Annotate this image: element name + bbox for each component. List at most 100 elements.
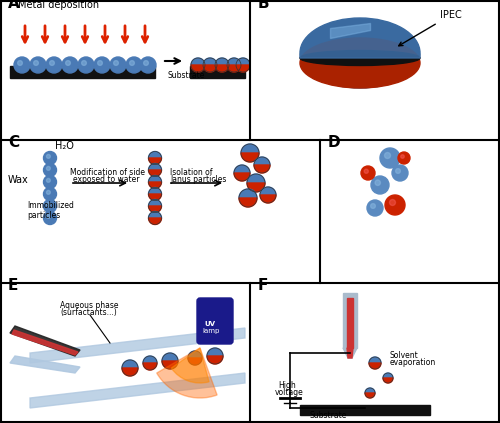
Circle shape	[62, 57, 78, 73]
Polygon shape	[247, 183, 265, 192]
Polygon shape	[148, 151, 162, 158]
Polygon shape	[343, 348, 357, 358]
Polygon shape	[260, 195, 276, 203]
Text: F: F	[258, 278, 268, 293]
Circle shape	[46, 166, 50, 170]
Circle shape	[44, 151, 57, 165]
Text: D: D	[328, 135, 340, 150]
Polygon shape	[347, 348, 353, 358]
Circle shape	[34, 60, 38, 66]
Circle shape	[140, 57, 156, 73]
Polygon shape	[10, 326, 80, 356]
Text: B: B	[258, 0, 270, 11]
Circle shape	[18, 60, 22, 66]
Ellipse shape	[300, 50, 420, 66]
Text: UV: UV	[204, 321, 215, 327]
Polygon shape	[365, 393, 375, 398]
FancyBboxPatch shape	[343, 293, 357, 348]
Circle shape	[367, 200, 383, 216]
Text: High: High	[278, 381, 296, 390]
Circle shape	[400, 155, 404, 158]
Wedge shape	[172, 348, 209, 383]
Circle shape	[361, 166, 375, 180]
Text: IPEC: IPEC	[398, 10, 462, 46]
Circle shape	[46, 214, 50, 218]
Circle shape	[44, 200, 57, 212]
Polygon shape	[227, 58, 241, 65]
Polygon shape	[148, 182, 162, 189]
Circle shape	[398, 152, 410, 164]
Polygon shape	[148, 200, 162, 206]
Polygon shape	[148, 194, 162, 201]
Text: exposed to water: exposed to water	[73, 175, 140, 184]
Circle shape	[380, 148, 400, 168]
Text: C: C	[8, 135, 19, 150]
Polygon shape	[148, 187, 162, 194]
Polygon shape	[241, 144, 259, 153]
FancyBboxPatch shape	[197, 298, 233, 344]
Polygon shape	[148, 158, 162, 165]
Text: lamp: lamp	[202, 328, 220, 334]
Text: evaporation: evaporation	[390, 358, 436, 367]
Circle shape	[144, 60, 148, 66]
Polygon shape	[148, 212, 162, 218]
Polygon shape	[383, 373, 393, 378]
Polygon shape	[260, 187, 276, 195]
Polygon shape	[148, 164, 162, 170]
Text: Janus particles: Janus particles	[170, 175, 226, 184]
Polygon shape	[162, 353, 178, 361]
Polygon shape	[254, 157, 270, 165]
Text: Modification of side: Modification of side	[70, 168, 145, 177]
Circle shape	[44, 212, 57, 225]
Circle shape	[392, 165, 408, 181]
Circle shape	[94, 57, 110, 73]
Polygon shape	[122, 360, 138, 368]
Text: Wax: Wax	[8, 175, 29, 185]
Text: (surfactants...): (surfactants...)	[60, 308, 117, 317]
Polygon shape	[143, 356, 157, 363]
Circle shape	[396, 169, 400, 173]
Circle shape	[46, 179, 50, 182]
Circle shape	[110, 57, 126, 73]
Polygon shape	[234, 165, 250, 173]
Polygon shape	[241, 153, 259, 162]
Circle shape	[50, 60, 54, 66]
Polygon shape	[365, 388, 375, 393]
Polygon shape	[162, 361, 178, 369]
Polygon shape	[227, 65, 241, 72]
Polygon shape	[215, 58, 229, 65]
Polygon shape	[236, 65, 250, 72]
Polygon shape	[215, 65, 229, 72]
Polygon shape	[369, 363, 381, 369]
Circle shape	[44, 176, 57, 189]
Polygon shape	[300, 23, 420, 58]
Polygon shape	[369, 357, 381, 363]
Circle shape	[46, 57, 62, 73]
Text: Metal deposition: Metal deposition	[18, 0, 99, 10]
Polygon shape	[383, 378, 393, 383]
Circle shape	[385, 195, 405, 215]
Polygon shape	[207, 348, 223, 356]
Circle shape	[370, 203, 376, 209]
Circle shape	[375, 180, 380, 185]
Polygon shape	[191, 58, 205, 65]
Circle shape	[46, 154, 50, 158]
Polygon shape	[207, 356, 223, 364]
Polygon shape	[239, 189, 257, 198]
Polygon shape	[188, 351, 202, 358]
Polygon shape	[30, 373, 245, 408]
Circle shape	[14, 57, 30, 73]
Polygon shape	[148, 176, 162, 182]
Circle shape	[44, 187, 57, 201]
Polygon shape	[148, 170, 162, 176]
Circle shape	[78, 57, 94, 73]
Bar	[190, 66, 245, 78]
Polygon shape	[188, 358, 202, 365]
Text: A: A	[8, 0, 20, 11]
Circle shape	[114, 60, 118, 66]
Polygon shape	[10, 356, 80, 373]
Circle shape	[82, 60, 86, 66]
Circle shape	[98, 60, 102, 66]
Polygon shape	[203, 65, 217, 72]
Polygon shape	[236, 58, 250, 65]
